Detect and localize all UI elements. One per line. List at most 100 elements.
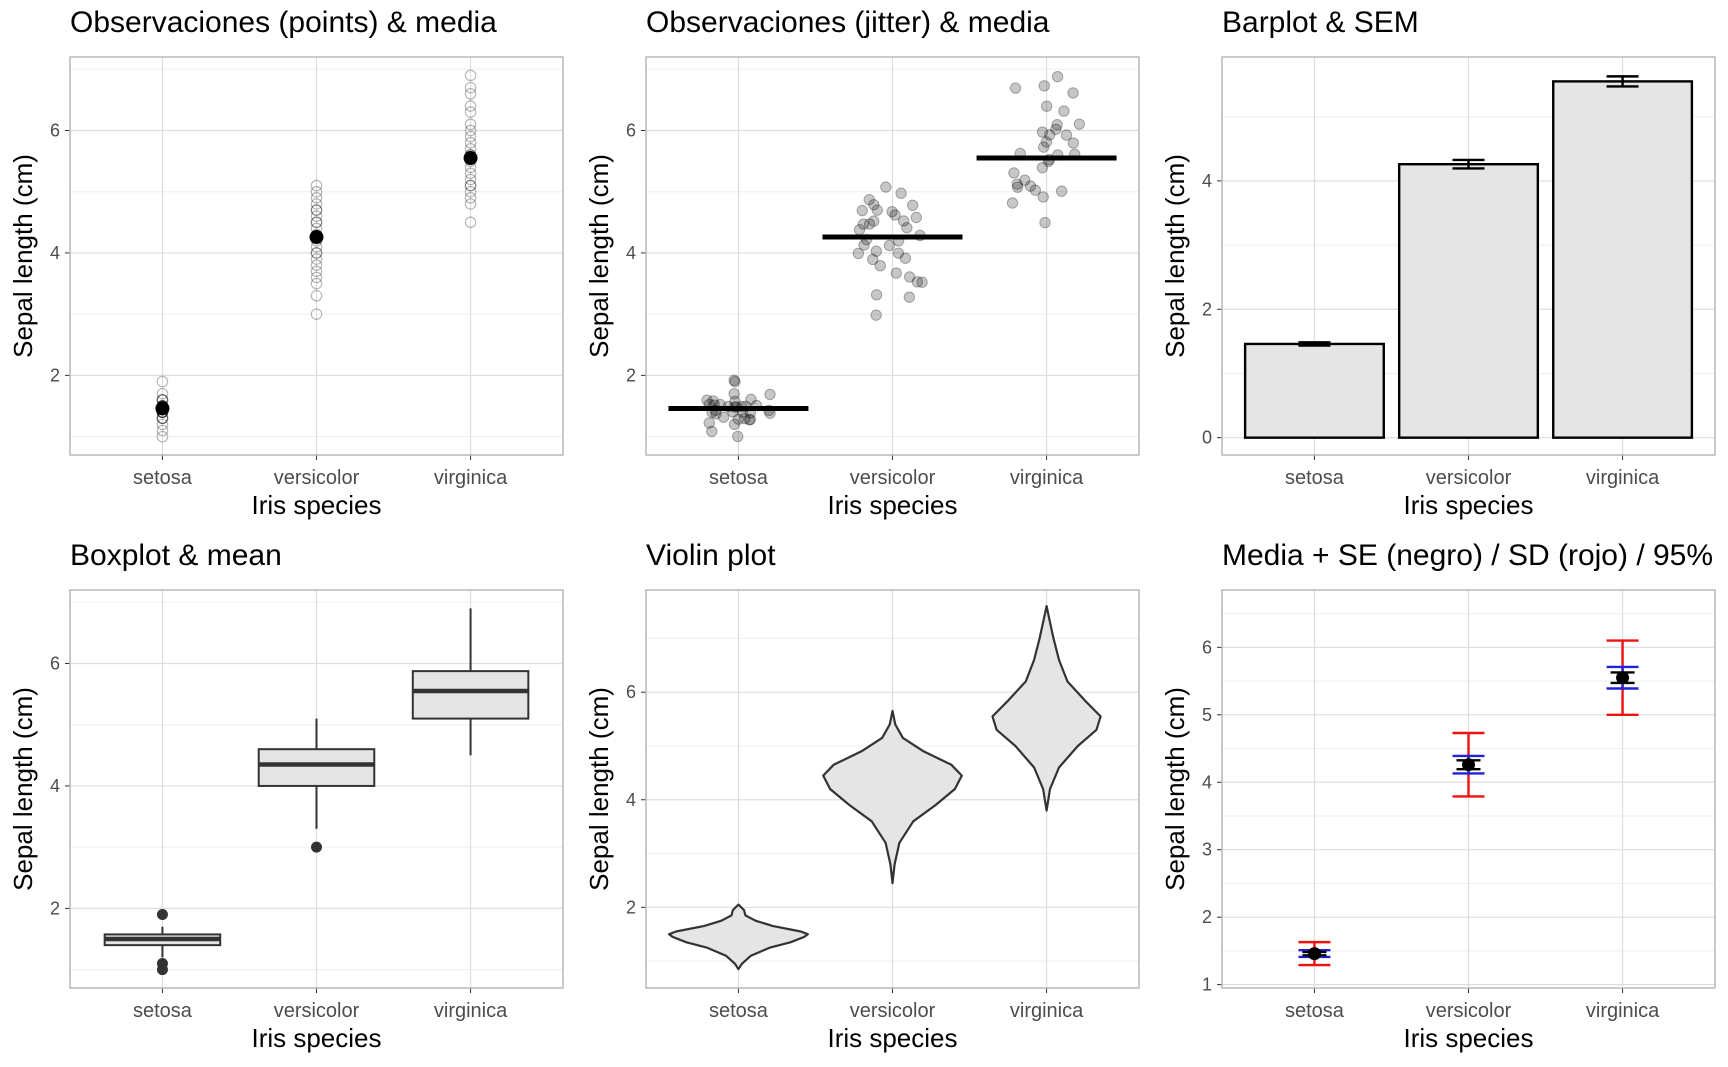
data-point: [464, 185, 477, 198]
mean-point: [463, 151, 478, 166]
bar: [1243, 342, 1385, 439]
data-point: [156, 375, 169, 388]
data-point: [883, 239, 896, 252]
data-point: [310, 308, 323, 320]
data-point: [310, 185, 323, 198]
bar: [1552, 80, 1694, 439]
data-point: [890, 267, 902, 279]
data-point: [464, 198, 477, 210]
data-point: [901, 222, 913, 234]
data-point: [464, 118, 477, 131]
data-point: [1029, 184, 1042, 196]
data-point: [903, 291, 916, 303]
data-point: [886, 206, 898, 218]
chart-points: 2 4 6 setosa versicolor virginica Iris species…: [8, 56, 564, 520]
y-axis-title: Sepal length (cm): [1160, 687, 1190, 891]
y-axis-title: Sepal length (cm): [584, 687, 614, 891]
data-point: [464, 173, 477, 186]
data-point: [464, 106, 477, 118]
data-point: [903, 271, 916, 283]
data-point: [871, 204, 883, 216]
y-tick-label: 1: [1202, 975, 1212, 995]
violin-shape: [668, 903, 809, 971]
y-tick-label: 6: [626, 682, 636, 702]
data-point: [1019, 174, 1031, 186]
data-point: [729, 376, 741, 388]
x-tick-label: setosa: [1285, 1000, 1345, 1022]
data-point: [744, 413, 757, 426]
y-axis-title: Sepal length (cm): [8, 154, 38, 358]
data-point: [743, 414, 756, 426]
x-axis-title: Iris species: [827, 1023, 957, 1053]
data-point: [1036, 161, 1049, 174]
data-point: [706, 425, 718, 438]
y-tick-label: 4: [50, 243, 60, 263]
data-point: [897, 215, 910, 227]
data-point: [1040, 136, 1053, 148]
data-point: [464, 167, 477, 180]
violin-shape: [822, 709, 963, 885]
mean-point: [1307, 947, 1321, 961]
data-point: [745, 393, 757, 406]
data-point: [310, 198, 323, 210]
data-point: [310, 259, 323, 271]
data-point: [868, 199, 880, 211]
data-point: [732, 413, 745, 425]
data-point: [310, 247, 323, 259]
data-point: [464, 69, 477, 82]
y-tick-label: 6: [626, 120, 636, 140]
x-axis-title: Iris species: [1403, 490, 1533, 520]
x-axis-title: Iris species: [1403, 1023, 1533, 1053]
data-point: [310, 289, 323, 302]
x-tick-label: versicolor: [850, 467, 936, 489]
data-point: [1036, 126, 1049, 138]
data-point: [889, 209, 901, 221]
data-point: [863, 218, 876, 230]
data-point: [868, 215, 880, 227]
data-point: [880, 181, 892, 193]
data-point: [1037, 191, 1049, 203]
y-tick-label: 4: [1202, 772, 1212, 792]
y-tick-label: 6: [50, 653, 60, 673]
chart-errorbars: 1 2 3 4 5 6 setosa versicolor virginica Iris spec…: [1160, 589, 1716, 1053]
data-point: [857, 218, 870, 230]
y-axis-title: Sepal length (cm): [8, 687, 38, 891]
x-tick-label: setosa: [133, 1000, 193, 1022]
data-point: [910, 211, 922, 224]
data-point: [1043, 129, 1056, 141]
y-tick-label: 2: [626, 365, 636, 385]
x-tick-label: versicolor: [1426, 467, 1512, 489]
data-point: [870, 289, 883, 301]
data-point: [911, 276, 924, 288]
data-point: [464, 179, 477, 192]
x-axis-title: Iris species: [251, 490, 381, 520]
data-point: [1011, 181, 1024, 193]
y-tick-label: 4: [1202, 171, 1212, 191]
data-point: [870, 245, 883, 257]
data-point: [856, 204, 868, 217]
chart-violin: 2 4 6 setosa versicolor virginica Iris species…: [584, 589, 1140, 1053]
y-tick-label: 2: [50, 365, 60, 385]
x-tick-label: virginica: [1010, 467, 1084, 489]
data-point: [310, 204, 323, 216]
chart-barplot: 0 2 4 setosa versicolor virginica Iris species…: [1160, 56, 1716, 520]
y-tick-label: 2: [1202, 907, 1212, 927]
data-point: [310, 192, 323, 204]
panel-title: Media + SE (negro) / SD (rojo) / 95%: [1222, 539, 1714, 572]
data-point: [310, 210, 323, 222]
panel-title: Observaciones (points) & media: [70, 6, 497, 39]
y-tick-label: 4: [50, 776, 60, 796]
panel-title: Boxplot & mean: [70, 539, 282, 572]
panel-border: [69, 56, 564, 456]
data-point: [1024, 180, 1037, 192]
x-tick-label: versicolor: [1426, 1000, 1512, 1022]
data-point: [310, 204, 323, 216]
mean-point: [155, 401, 170, 416]
data-point: [728, 374, 740, 386]
data-point: [156, 387, 169, 400]
panel-border: [1221, 589, 1716, 989]
y-tick-label: 3: [1202, 840, 1212, 860]
mean-point: [1616, 671, 1630, 685]
x-tick-label: virginica: [1010, 1000, 1084, 1022]
data-point: [764, 388, 776, 401]
